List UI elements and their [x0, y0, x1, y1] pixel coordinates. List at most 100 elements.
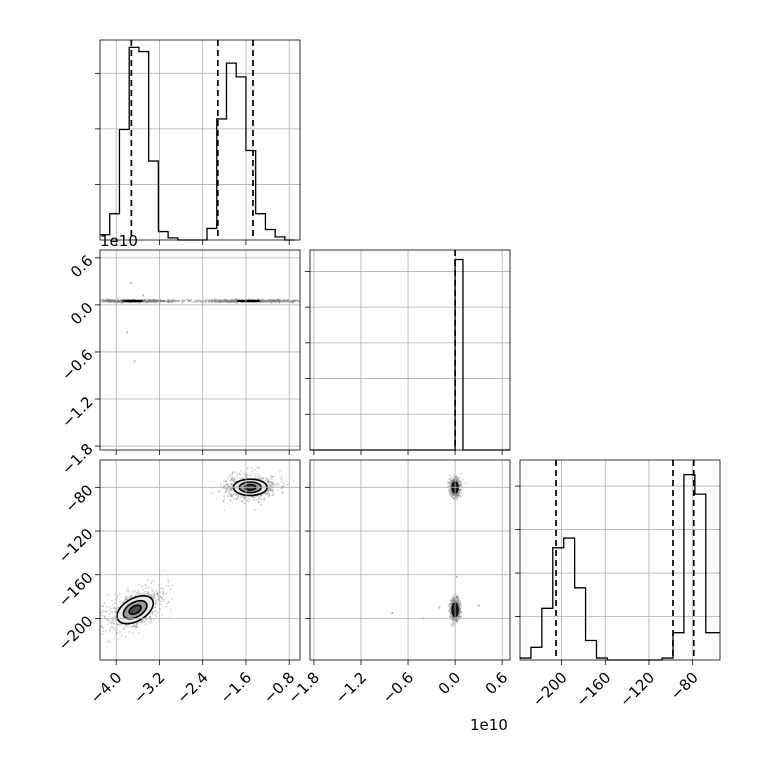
scatter-point [239, 473, 242, 476]
scatter-point [164, 299, 167, 302]
scatter-point [216, 301, 219, 304]
scatter-point [169, 300, 172, 303]
scatter-point [311, 300, 313, 302]
scatter-point [112, 300, 115, 303]
scatter-point [210, 300, 212, 303]
scatter-point [457, 599, 460, 601]
scatter-point [223, 299, 226, 302]
scatter-point [213, 298, 216, 300]
scatter-point [111, 299, 114, 302]
scatter-point [219, 299, 221, 301]
scatter-point [141, 585, 144, 588]
scatter-point [266, 301, 269, 303]
scatter-point [155, 300, 158, 303]
scatter-point [278, 483, 280, 486]
scatter-point [272, 300, 275, 303]
scatter-point [132, 625, 135, 628]
scatter-point [274, 300, 277, 303]
scatter-point [167, 300, 170, 303]
scatter-point [231, 489, 233, 491]
scatter-point [187, 299, 190, 302]
scatter-point [268, 299, 271, 302]
scatter-point [113, 606, 115, 609]
scatter-point [126, 597, 129, 600]
scatter-point [286, 298, 289, 301]
scatter-point [229, 301, 232, 303]
scatter-point [123, 627, 126, 630]
scatter-point [157, 299, 160, 302]
scatter-point [275, 300, 278, 303]
scatter-point [449, 605, 452, 608]
scatter-point [98, 300, 100, 302]
scatter-point [121, 601, 124, 604]
scatter-point [229, 473, 232, 476]
scatter-point [111, 299, 114, 302]
scatter-point [230, 300, 232, 302]
scatter-point [460, 473, 463, 475]
scatter-point [145, 619, 147, 622]
scatter-point [152, 299, 155, 301]
scatter-point [225, 298, 228, 301]
scatter-point [251, 298, 254, 301]
scatter-point [269, 299, 272, 301]
scatter-point [254, 495, 257, 498]
scatter-point [229, 299, 232, 302]
x-tick-label: 0.0 [435, 668, 465, 698]
scatter-point [147, 300, 150, 303]
scatter-point [120, 302, 123, 305]
scatter-point [273, 299, 276, 301]
x-tick-label: −2.4 [173, 668, 211, 706]
scatter-point [151, 300, 154, 302]
scatter-point [162, 593, 165, 595]
scatter-point [109, 300, 112, 303]
scatter-point [227, 300, 230, 302]
scatter-point [155, 610, 158, 612]
scatter-point [114, 592, 116, 595]
scatter-point [214, 300, 217, 303]
scatter-point [224, 300, 226, 303]
scatter-point [171, 298, 174, 301]
scatter-point [153, 301, 156, 304]
scatter-point [164, 301, 166, 303]
scatter-point [153, 300, 156, 303]
scatter-point [117, 299, 119, 302]
scatter-point [216, 300, 219, 302]
scatter-point [229, 299, 232, 302]
scatter-point [264, 492, 267, 495]
scatter-point [110, 301, 113, 304]
scatter-point [228, 490, 231, 493]
scatter-point [108, 300, 111, 302]
scatter-point [154, 299, 157, 302]
scatter-point [230, 300, 233, 302]
scatter-point [249, 298, 252, 301]
scatter-point [150, 595, 153, 598]
scatter-point [260, 299, 262, 302]
scatter-point [230, 300, 232, 303]
scatter-point [296, 299, 298, 302]
scatter-point [151, 299, 153, 302]
scatter-point [143, 299, 146, 302]
outlier-point [477, 604, 480, 607]
scatter-point [218, 300, 221, 303]
scatter-point [297, 300, 300, 303]
scatter-point [272, 300, 274, 303]
scatter-point [151, 299, 154, 302]
scatter-point [327, 300, 329, 302]
scatter-point [461, 489, 464, 491]
scatter-point [117, 623, 120, 626]
x-tick-label: −120 [616, 668, 658, 710]
scatter-point [148, 300, 151, 303]
scatter-point [267, 300, 269, 303]
scatter-point [160, 300, 162, 302]
scatter-point [139, 592, 142, 595]
scatter-point [103, 298, 105, 301]
scatter-point [108, 301, 111, 303]
scatter-point [98, 299, 100, 301]
scatter-point [47, 301, 49, 303]
scatter-point [153, 596, 156, 599]
scatter-point [227, 300, 230, 303]
scatter-point [136, 623, 139, 625]
scatter-point [152, 597, 155, 599]
scatter-point [124, 596, 127, 598]
